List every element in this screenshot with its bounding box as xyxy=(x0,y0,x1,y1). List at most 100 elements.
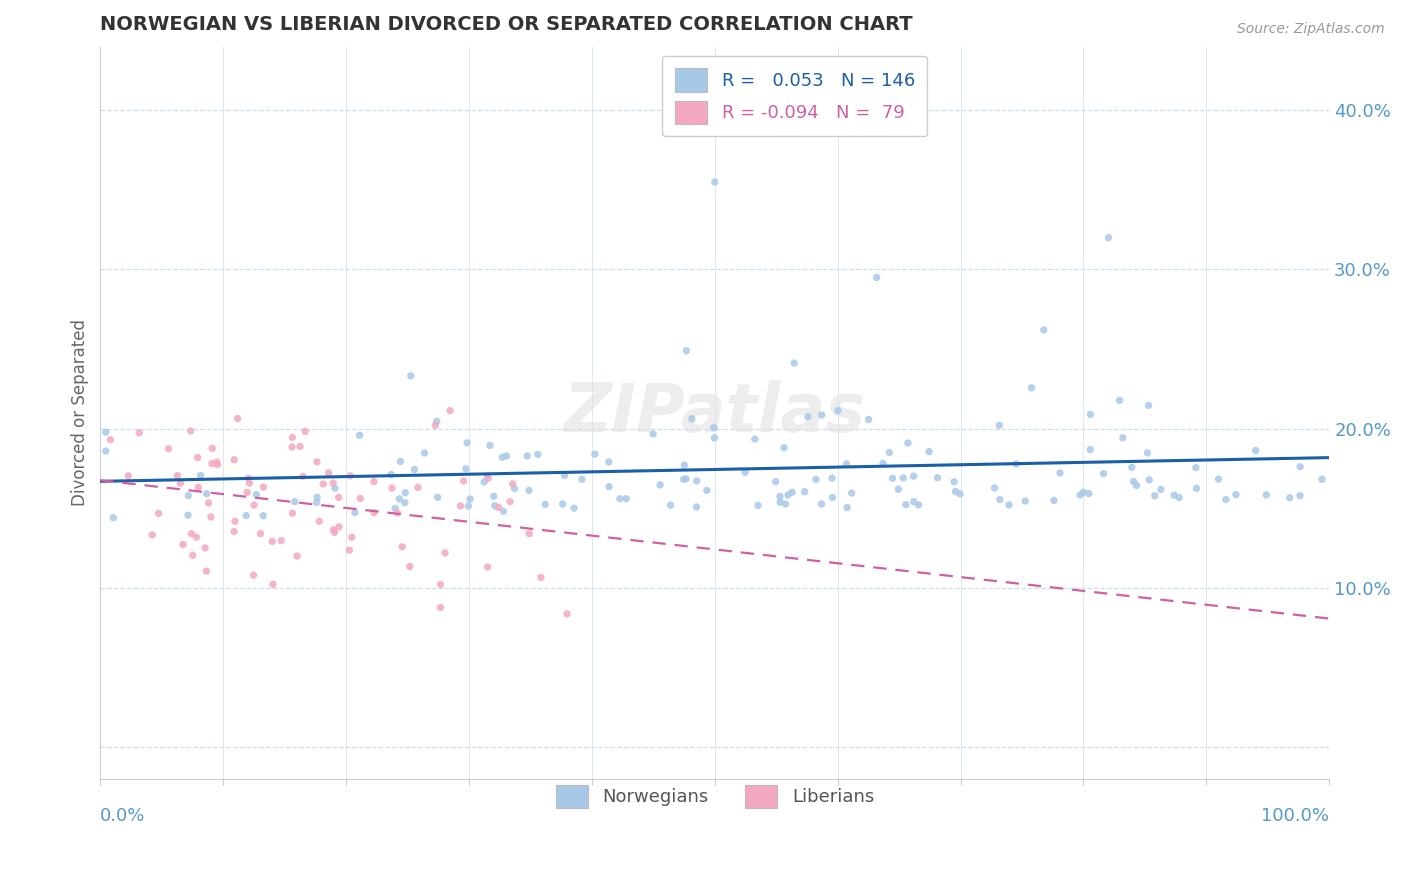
Point xyxy=(927,471,949,485)
Point xyxy=(1097,230,1119,244)
Point xyxy=(190,468,212,483)
Point xyxy=(434,546,457,560)
Point xyxy=(201,442,224,456)
Point xyxy=(983,481,1005,495)
Point xyxy=(949,487,972,501)
Point xyxy=(389,454,412,468)
Point xyxy=(238,476,260,491)
Point xyxy=(517,483,540,498)
Point xyxy=(673,458,696,473)
Point xyxy=(1163,488,1185,502)
Point xyxy=(305,495,328,509)
Point xyxy=(672,472,695,486)
Point xyxy=(224,452,246,467)
Point xyxy=(598,480,620,494)
Point xyxy=(363,506,385,520)
Point xyxy=(197,496,219,510)
Point xyxy=(827,403,849,417)
Point xyxy=(450,499,472,513)
Point xyxy=(1043,493,1066,508)
Point xyxy=(488,500,510,515)
Point xyxy=(527,447,550,461)
Point xyxy=(1080,408,1102,422)
Point xyxy=(1244,443,1267,458)
Point xyxy=(1208,472,1230,486)
Point xyxy=(312,477,335,491)
Point xyxy=(1143,489,1166,503)
Point xyxy=(222,524,245,539)
Point xyxy=(1256,488,1278,502)
Point xyxy=(349,491,371,506)
Point xyxy=(242,568,264,582)
Point xyxy=(841,486,863,500)
Point xyxy=(821,491,844,505)
Point xyxy=(945,484,967,499)
Point xyxy=(288,440,311,454)
Point xyxy=(1185,481,1208,495)
Point xyxy=(252,508,274,523)
Point xyxy=(388,491,411,506)
Point xyxy=(1168,491,1191,505)
Point xyxy=(406,480,429,494)
Point xyxy=(918,444,941,458)
Point xyxy=(180,526,202,541)
Point xyxy=(100,433,122,447)
Point xyxy=(492,504,515,518)
Point xyxy=(1121,460,1143,475)
Point xyxy=(1185,460,1208,475)
Point xyxy=(180,424,202,438)
Point xyxy=(224,514,246,528)
Point xyxy=(894,498,917,512)
Legend: Norwegians, Liberians: Norwegians, Liberians xyxy=(543,772,887,821)
Point xyxy=(439,403,461,417)
Point xyxy=(429,600,451,615)
Point xyxy=(641,427,664,442)
Point xyxy=(141,528,163,542)
Point xyxy=(534,497,557,511)
Point xyxy=(793,484,815,499)
Point xyxy=(1108,393,1130,408)
Point xyxy=(472,475,495,489)
Point xyxy=(394,485,416,500)
Point xyxy=(205,455,228,469)
Point xyxy=(773,441,796,455)
Point xyxy=(380,467,402,482)
Point xyxy=(281,440,304,454)
Point xyxy=(426,414,449,428)
Point xyxy=(659,498,682,512)
Point xyxy=(891,471,914,485)
Point xyxy=(482,489,505,503)
Point xyxy=(681,412,703,426)
Point xyxy=(516,449,538,463)
Point xyxy=(686,474,709,488)
Point xyxy=(381,481,404,495)
Point xyxy=(187,480,209,494)
Point xyxy=(305,455,328,469)
Point xyxy=(186,530,208,544)
Point xyxy=(555,607,578,621)
Point xyxy=(337,543,360,558)
Point xyxy=(294,425,316,439)
Point xyxy=(177,508,200,523)
Point xyxy=(429,577,451,591)
Point xyxy=(262,577,284,591)
Point xyxy=(804,472,827,486)
Point xyxy=(866,270,889,285)
Point xyxy=(172,537,194,551)
Point xyxy=(495,449,517,463)
Point xyxy=(609,491,631,506)
Point xyxy=(530,570,553,584)
Point xyxy=(765,475,787,489)
Point xyxy=(1077,486,1099,500)
Point xyxy=(1137,398,1160,412)
Point xyxy=(1069,488,1091,502)
Point xyxy=(328,520,350,534)
Point xyxy=(882,471,904,485)
Point xyxy=(1021,381,1043,395)
Point xyxy=(562,501,585,516)
Point xyxy=(477,468,499,483)
Point xyxy=(491,450,513,465)
Point xyxy=(340,530,363,544)
Point xyxy=(703,420,725,434)
Point xyxy=(780,485,803,500)
